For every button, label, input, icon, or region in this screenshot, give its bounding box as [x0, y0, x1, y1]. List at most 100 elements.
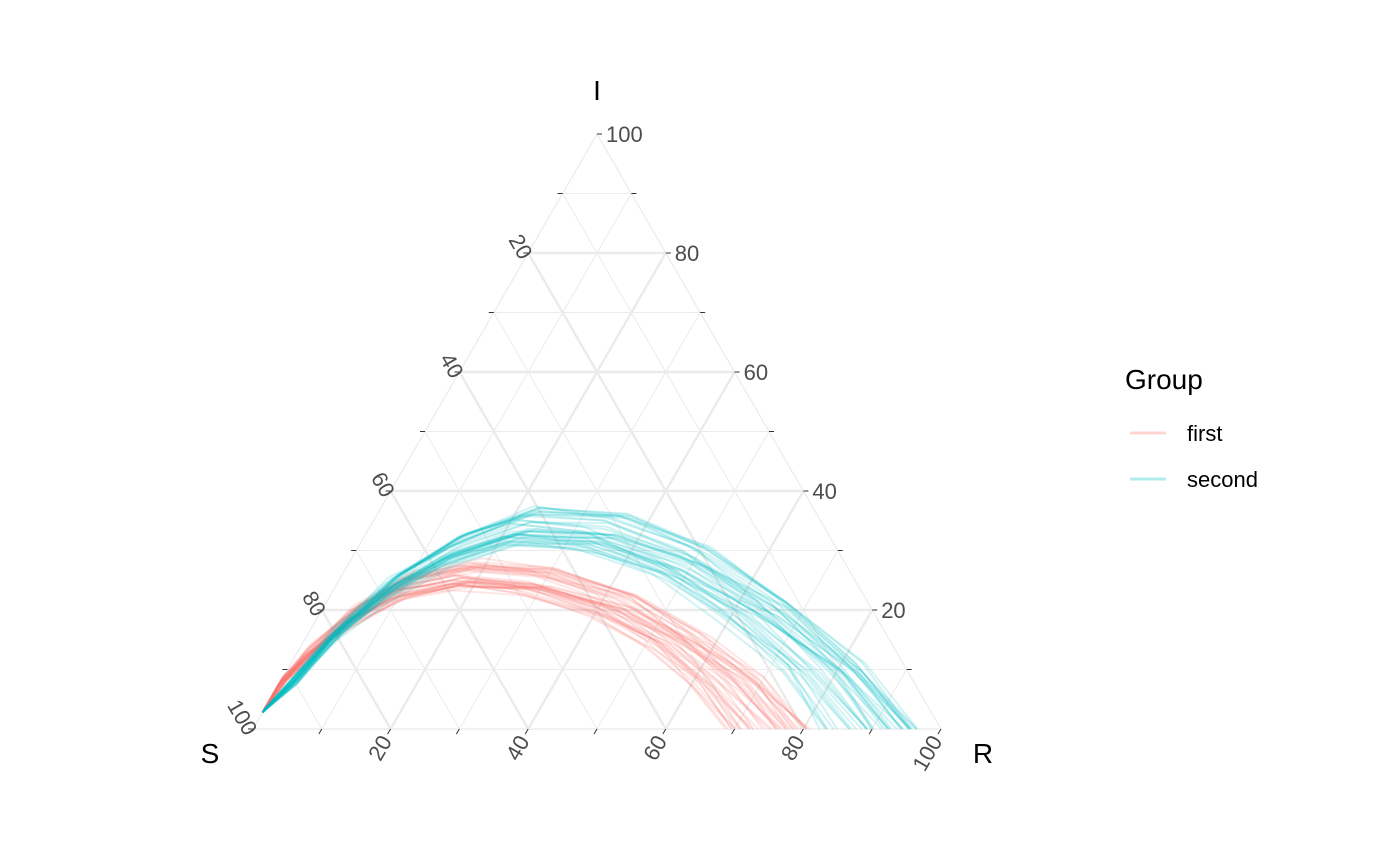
legend-label-first: first [1187, 421, 1222, 446]
trajectory-second-28 [263, 509, 872, 730]
tick-r-20 [387, 728, 392, 735]
trajectory-first-37 [261, 582, 743, 730]
trajectory-first-15 [261, 584, 782, 730]
gridline-r-50 [596, 431, 770, 730]
grid [251, 132, 943, 730]
trajectory-second-22 [262, 530, 917, 730]
trajectory-first-1 [262, 565, 764, 730]
trajectory-first-5 [262, 579, 773, 730]
trajectory-second-12 [261, 544, 851, 730]
gridline-r-90 [871, 669, 908, 730]
trajectory-first-35 [263, 566, 777, 730]
tick-label-s-100: 100 [222, 695, 262, 739]
trajectory-first-14 [263, 561, 783, 730]
tick-label-r-80: 80 [776, 731, 810, 765]
gridline-r-10 [321, 193, 632, 730]
trajectory-second-3 [262, 527, 918, 730]
trajectory-first-25 [263, 564, 788, 730]
trajectory-second-9 [261, 540, 905, 730]
tick-label-i-20: 20 [881, 598, 905, 623]
trajectory-first-6 [263, 561, 742, 730]
trajectory-first-8 [261, 580, 808, 730]
trajectory-second-4 [263, 513, 883, 730]
trajectory-first-30 [261, 585, 811, 730]
trajectory-second-2 [263, 506, 902, 730]
trajectory-second-36 [263, 521, 888, 730]
trajectory-second-6 [262, 535, 913, 730]
tick-label-i-80: 80 [675, 241, 699, 266]
trajectory-first-9 [262, 569, 777, 730]
trajectory-first-39 [262, 577, 759, 730]
trajectory-second-14 [262, 521, 889, 730]
trajectory-second-13 [262, 532, 857, 730]
legend-title: Group [1125, 364, 1203, 395]
trajectory-first-34 [261, 584, 771, 730]
gridline-r-70 [734, 550, 839, 730]
trajectory-second-11 [263, 519, 875, 730]
tick-r-70 [731, 728, 736, 735]
gridline-r-60 [664, 490, 805, 730]
trajectory-second-24 [262, 539, 868, 730]
gridline-r-30 [458, 312, 701, 730]
trajectory-second-19 [263, 505, 874, 730]
trajectory-first-7 [262, 567, 779, 730]
trajectory-second-26 [261, 542, 863, 730]
trajectory-second-31 [263, 511, 893, 730]
gridline-s-80 [320, 609, 392, 730]
tick-r-10 [318, 728, 323, 735]
trajectory-first-29 [262, 579, 755, 730]
trajectory-first-32 [262, 565, 788, 730]
trajectory-second-38 [262, 540, 885, 730]
trajectory-first-2 [261, 582, 751, 730]
trajectory-second-39 [263, 513, 919, 730]
trajectory-first-28 [261, 581, 790, 730]
axis-title-right: R [973, 738, 993, 769]
trajectory-second-20 [262, 533, 850, 730]
trajectory-second-34 [263, 507, 912, 730]
axis-title-left: S [201, 738, 220, 769]
trajectory-first-17 [262, 564, 766, 730]
trajectory-first-3 [263, 564, 733, 730]
tick-r-40 [524, 728, 529, 735]
trajectory-first-33 [262, 573, 736, 730]
trajectory-second-16 [262, 530, 839, 730]
trajectory-second-1 [262, 535, 828, 730]
trajectory-second-23 [263, 513, 910, 730]
trajectory-first-36 [262, 573, 733, 730]
trajectory-second-29 [263, 510, 910, 730]
trajectory-first-26 [261, 582, 793, 730]
trajectory-first-19 [261, 584, 751, 730]
gridline-s-50 [424, 431, 598, 730]
trajectory-second-17 [262, 533, 891, 730]
trajectory-first-22 [262, 568, 803, 730]
gridline-s-60 [389, 490, 530, 730]
tick-label-i-100: 100 [606, 122, 643, 147]
tick-r-90 [868, 728, 873, 735]
trajectory-first-13 [262, 575, 737, 730]
trajectory-first-38 [262, 576, 807, 730]
trajectory-second-7 [263, 506, 904, 730]
trajectory-second-18 [262, 523, 869, 730]
trajectory-second-25 [261, 542, 911, 730]
trajectory-first-12 [261, 589, 754, 730]
gridline-s-30 [493, 312, 736, 730]
gridline-s-10 [562, 193, 873, 730]
tick-label-r-20: 20 [363, 731, 397, 765]
trajectory-first-20 [261, 579, 727, 730]
tick-label-r-100: 100 [907, 731, 947, 775]
tick-r-30 [455, 728, 460, 735]
trajectory-first-27 [261, 582, 729, 730]
trajectory-second-21 [262, 529, 903, 730]
trajectory-first-4 [262, 570, 800, 730]
trajectories [261, 505, 919, 730]
trajectory-second-0 [262, 536, 898, 730]
tick-label-r-40: 40 [501, 731, 535, 765]
axis-title-top: I [593, 75, 601, 106]
tick-label-i-40: 40 [812, 479, 836, 504]
tick-label-r-60: 60 [638, 731, 672, 765]
trajectory-first-31 [263, 563, 808, 730]
trajectory-second-5 [262, 533, 835, 730]
gridline-s-90 [286, 669, 323, 730]
legend: Group first second [1125, 364, 1258, 492]
trajectory-first-21 [261, 585, 750, 730]
